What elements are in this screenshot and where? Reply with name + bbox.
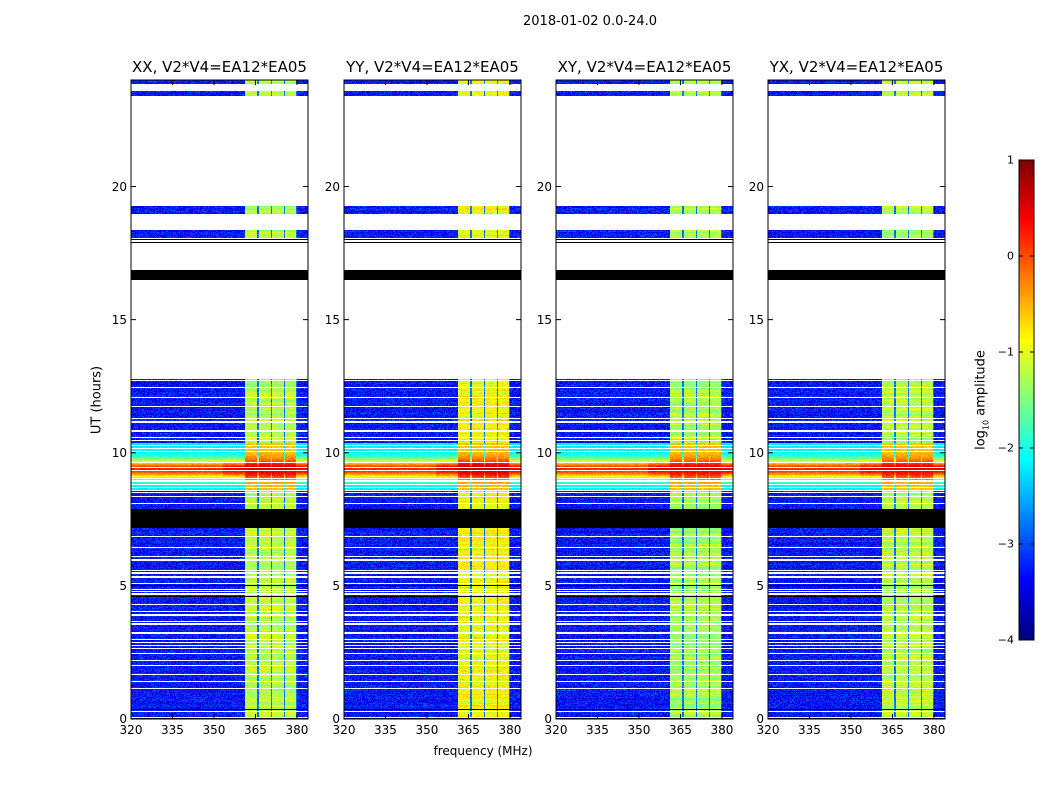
y-tick-label: 10: [111, 445, 127, 460]
colorbar-frame: [1018, 159, 1035, 641]
x-tick-label: 380: [710, 723, 734, 737]
panel-title-0: XX, V2*V4=EA12*EA05: [132, 58, 307, 76]
y-tick-label: 10: [536, 445, 552, 460]
y-tick-label: 5: [544, 578, 552, 593]
y-tick-label: 15: [748, 312, 764, 327]
colorbar-tick-label: −1: [997, 345, 1014, 359]
x-tick-label: 365: [244, 723, 267, 737]
x-tick-label: 350: [415, 723, 439, 737]
y-tick-label: 20: [111, 179, 127, 194]
axes-frame-1: [343, 79, 522, 720]
x-tick-label: 335: [161, 723, 184, 737]
colorbar-tick-label: −2: [997, 441, 1014, 455]
y-tick-label: 10: [748, 445, 764, 460]
y-tick-label: 0: [756, 712, 764, 726]
axes-frame-2: [555, 79, 734, 720]
spectrogram-panel-3: [768, 80, 945, 719]
x-tick-label: 320: [332, 723, 356, 737]
x-tick-label: 335: [374, 723, 397, 737]
x-tick-label: 350: [627, 723, 651, 737]
y-tick-label: 0: [119, 712, 127, 726]
y-tick-label: 20: [536, 179, 552, 194]
x-tick-label: 335: [586, 723, 609, 737]
panel-title-3: YX, V2*V4=EA12*EA05: [769, 58, 944, 76]
y-tick-label: 15: [324, 312, 340, 327]
y-tick-label: 10: [324, 445, 340, 460]
colorbar-tick-label: 0: [1007, 249, 1014, 263]
y-tick-label: 20: [324, 179, 340, 194]
spectrogram-panel-0: [131, 80, 308, 719]
x-tick-label: 320: [756, 723, 780, 737]
y-tick-label: 5: [119, 578, 127, 593]
colorbar-tick-label: −3: [997, 537, 1014, 551]
colorbar-tick-label: 1: [1007, 153, 1014, 167]
x-tick-label: 350: [202, 723, 226, 737]
y-tick-label: 15: [536, 312, 552, 327]
x-tick-label: 320: [119, 723, 143, 737]
y-tick-label: 15: [111, 312, 127, 327]
x-tick-label: 380: [922, 723, 946, 737]
x-tick-label: 350: [839, 723, 863, 737]
x-axis-label: frequency (MHz): [433, 744, 533, 758]
y-tick-label: 20: [748, 179, 764, 194]
figure-title: 2018-01-02 0.0-24.0: [523, 14, 657, 29]
y-tick-label: 0: [544, 712, 552, 726]
x-tick-label: 380: [285, 723, 309, 737]
x-tick-label: 335: [798, 723, 821, 737]
colorbar-tick-label: −4: [997, 633, 1014, 647]
y-tick-label: 5: [332, 578, 340, 593]
x-tick-label: 365: [457, 723, 480, 737]
panel-title-2: XY, V2*V4=EA12*EA05: [557, 58, 732, 76]
panel-title-1: YY, V2*V4=EA12*EA05: [346, 58, 519, 76]
y-tick-label: 0: [332, 712, 340, 726]
x-tick-label: 365: [669, 723, 692, 737]
spectrogram-panel-1: [344, 80, 521, 719]
x-tick-label: 380: [498, 723, 522, 737]
axes-frame-3: [767, 79, 946, 720]
x-tick-label: 320: [544, 723, 568, 737]
x-tick-label: 365: [881, 723, 904, 737]
spectrogram-panel-2: [556, 80, 733, 719]
colorbar: [1019, 160, 1034, 640]
axes-frame-0: [130, 79, 309, 720]
y-tick-label: 5: [756, 578, 764, 593]
